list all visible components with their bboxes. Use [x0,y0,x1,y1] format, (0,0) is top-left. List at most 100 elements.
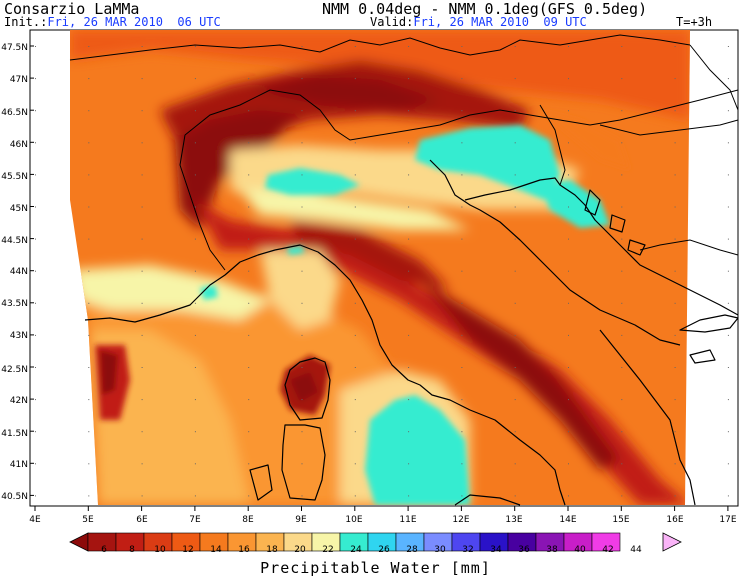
graticule-dot [568,46,569,47]
graticule-dot [621,270,623,272]
graticule-dot [461,238,463,240]
graticule-dot [568,431,569,433]
graticule-dot [621,431,623,433]
colorbar-low-arrow [69,532,89,552]
graticule-dot [568,399,569,401]
graticule-dot [88,463,90,465]
graticule-dot [568,334,569,336]
graticule-dot [568,302,569,304]
graticule-dot [408,495,410,497]
graticule-dot [248,78,250,80]
lon-label: 14E [559,515,576,525]
graticule-dot [727,270,729,272]
forecast-step: T=+3h [676,15,713,29]
graticule-dot [141,110,143,112]
graticule-dot [194,142,196,144]
colorbar-tick: 16 [238,545,250,555]
longitude-axis: 4E 5E 6E 7E 8E 9E 10E 11E 12E 13E 14E 15… [29,515,737,525]
graticule-dot [727,142,729,144]
graticule-dot [354,334,356,336]
graticule-dot [461,463,463,465]
graticule-dot [514,46,516,47]
colorbar-high-arrow [662,532,682,552]
lon-label: 10E [345,515,362,525]
graticule-dot [568,110,569,112]
graticule-dot [568,142,569,144]
graticule-dot [248,399,250,401]
graticule-dot [461,174,463,176]
graticule-dot [141,495,143,497]
graticule-dot [727,431,729,433]
graticule-dot [354,399,356,401]
graticule-dot [301,174,303,176]
graticule-dot [674,110,676,112]
graticule-dot [354,302,356,304]
graticule-dot [408,270,410,272]
graticule-dot [408,78,410,80]
borders [69,34,739,271]
graticule-dot [461,78,463,80]
graticule-dot [408,174,410,176]
lat-label: 47.5N [1,43,28,53]
graticule-dot [248,495,250,497]
lon-label: 9E [295,515,307,525]
coastlines [84,159,739,506]
graticule-dot [88,142,90,144]
graticule-dot [35,399,36,401]
lat-label: 43N [10,331,28,341]
graticule-dot [194,367,196,368]
graticule-dot [674,495,676,497]
colorbar-cell [591,532,621,552]
graticule-dot [514,270,516,272]
lon-label: 11E [399,515,416,525]
graticule-dot [141,399,143,401]
graticule-dot [621,463,623,465]
graticule-dot [621,495,623,497]
graticule-dot [248,46,250,47]
colorbar-tick: 22 [322,545,333,555]
colorbar-tick: 12 [182,545,193,555]
graticule-dot [408,110,410,112]
graticule-dot [354,463,356,465]
graticule-dot [674,78,676,80]
graticule-dot [568,206,569,208]
lat-label: 45N [10,204,28,214]
lon-label: 8E [242,515,254,525]
graticule-dot [621,367,623,368]
graticule-dot [301,206,303,208]
graticule-dot [354,46,356,47]
graticule-dot [141,431,143,433]
graticule-dot [301,367,303,368]
graticule-dot [354,110,356,112]
graticule-dot [35,206,36,208]
graticule-dot [727,334,729,336]
graticule-dot [141,142,143,144]
graticule-dot [301,495,303,497]
graticule-dot [727,495,729,497]
graticule-dot [461,431,463,433]
lon-label: 6E [136,515,148,525]
graticule-dot [35,431,36,433]
graticule-dot [88,238,90,240]
colorbar-tick: 30 [434,545,446,555]
graticule-dot [514,367,516,368]
colorbar-tick: 14 [210,545,222,555]
colorbar-tick: 40 [574,545,586,555]
graticule-dot [248,463,250,465]
graticule-dot [248,142,250,144]
graticule-dot [301,399,303,401]
graticule-dot [621,142,623,144]
graticule-dot [674,174,676,176]
graticule-dot [88,206,90,208]
graticule-dot [141,46,143,47]
graticule-dot [354,431,356,433]
axis-ticks [30,45,729,511]
graticule-dot [141,78,143,80]
colorbar: 6 8 10 12 14 16 18 20 22 24 26 28 30 32 … [69,532,682,555]
graticule-dot [674,206,676,208]
graticule-dot [194,238,196,240]
graticule-dot [194,206,196,208]
graticule-dot [194,431,196,433]
graticule-dot [354,495,356,497]
